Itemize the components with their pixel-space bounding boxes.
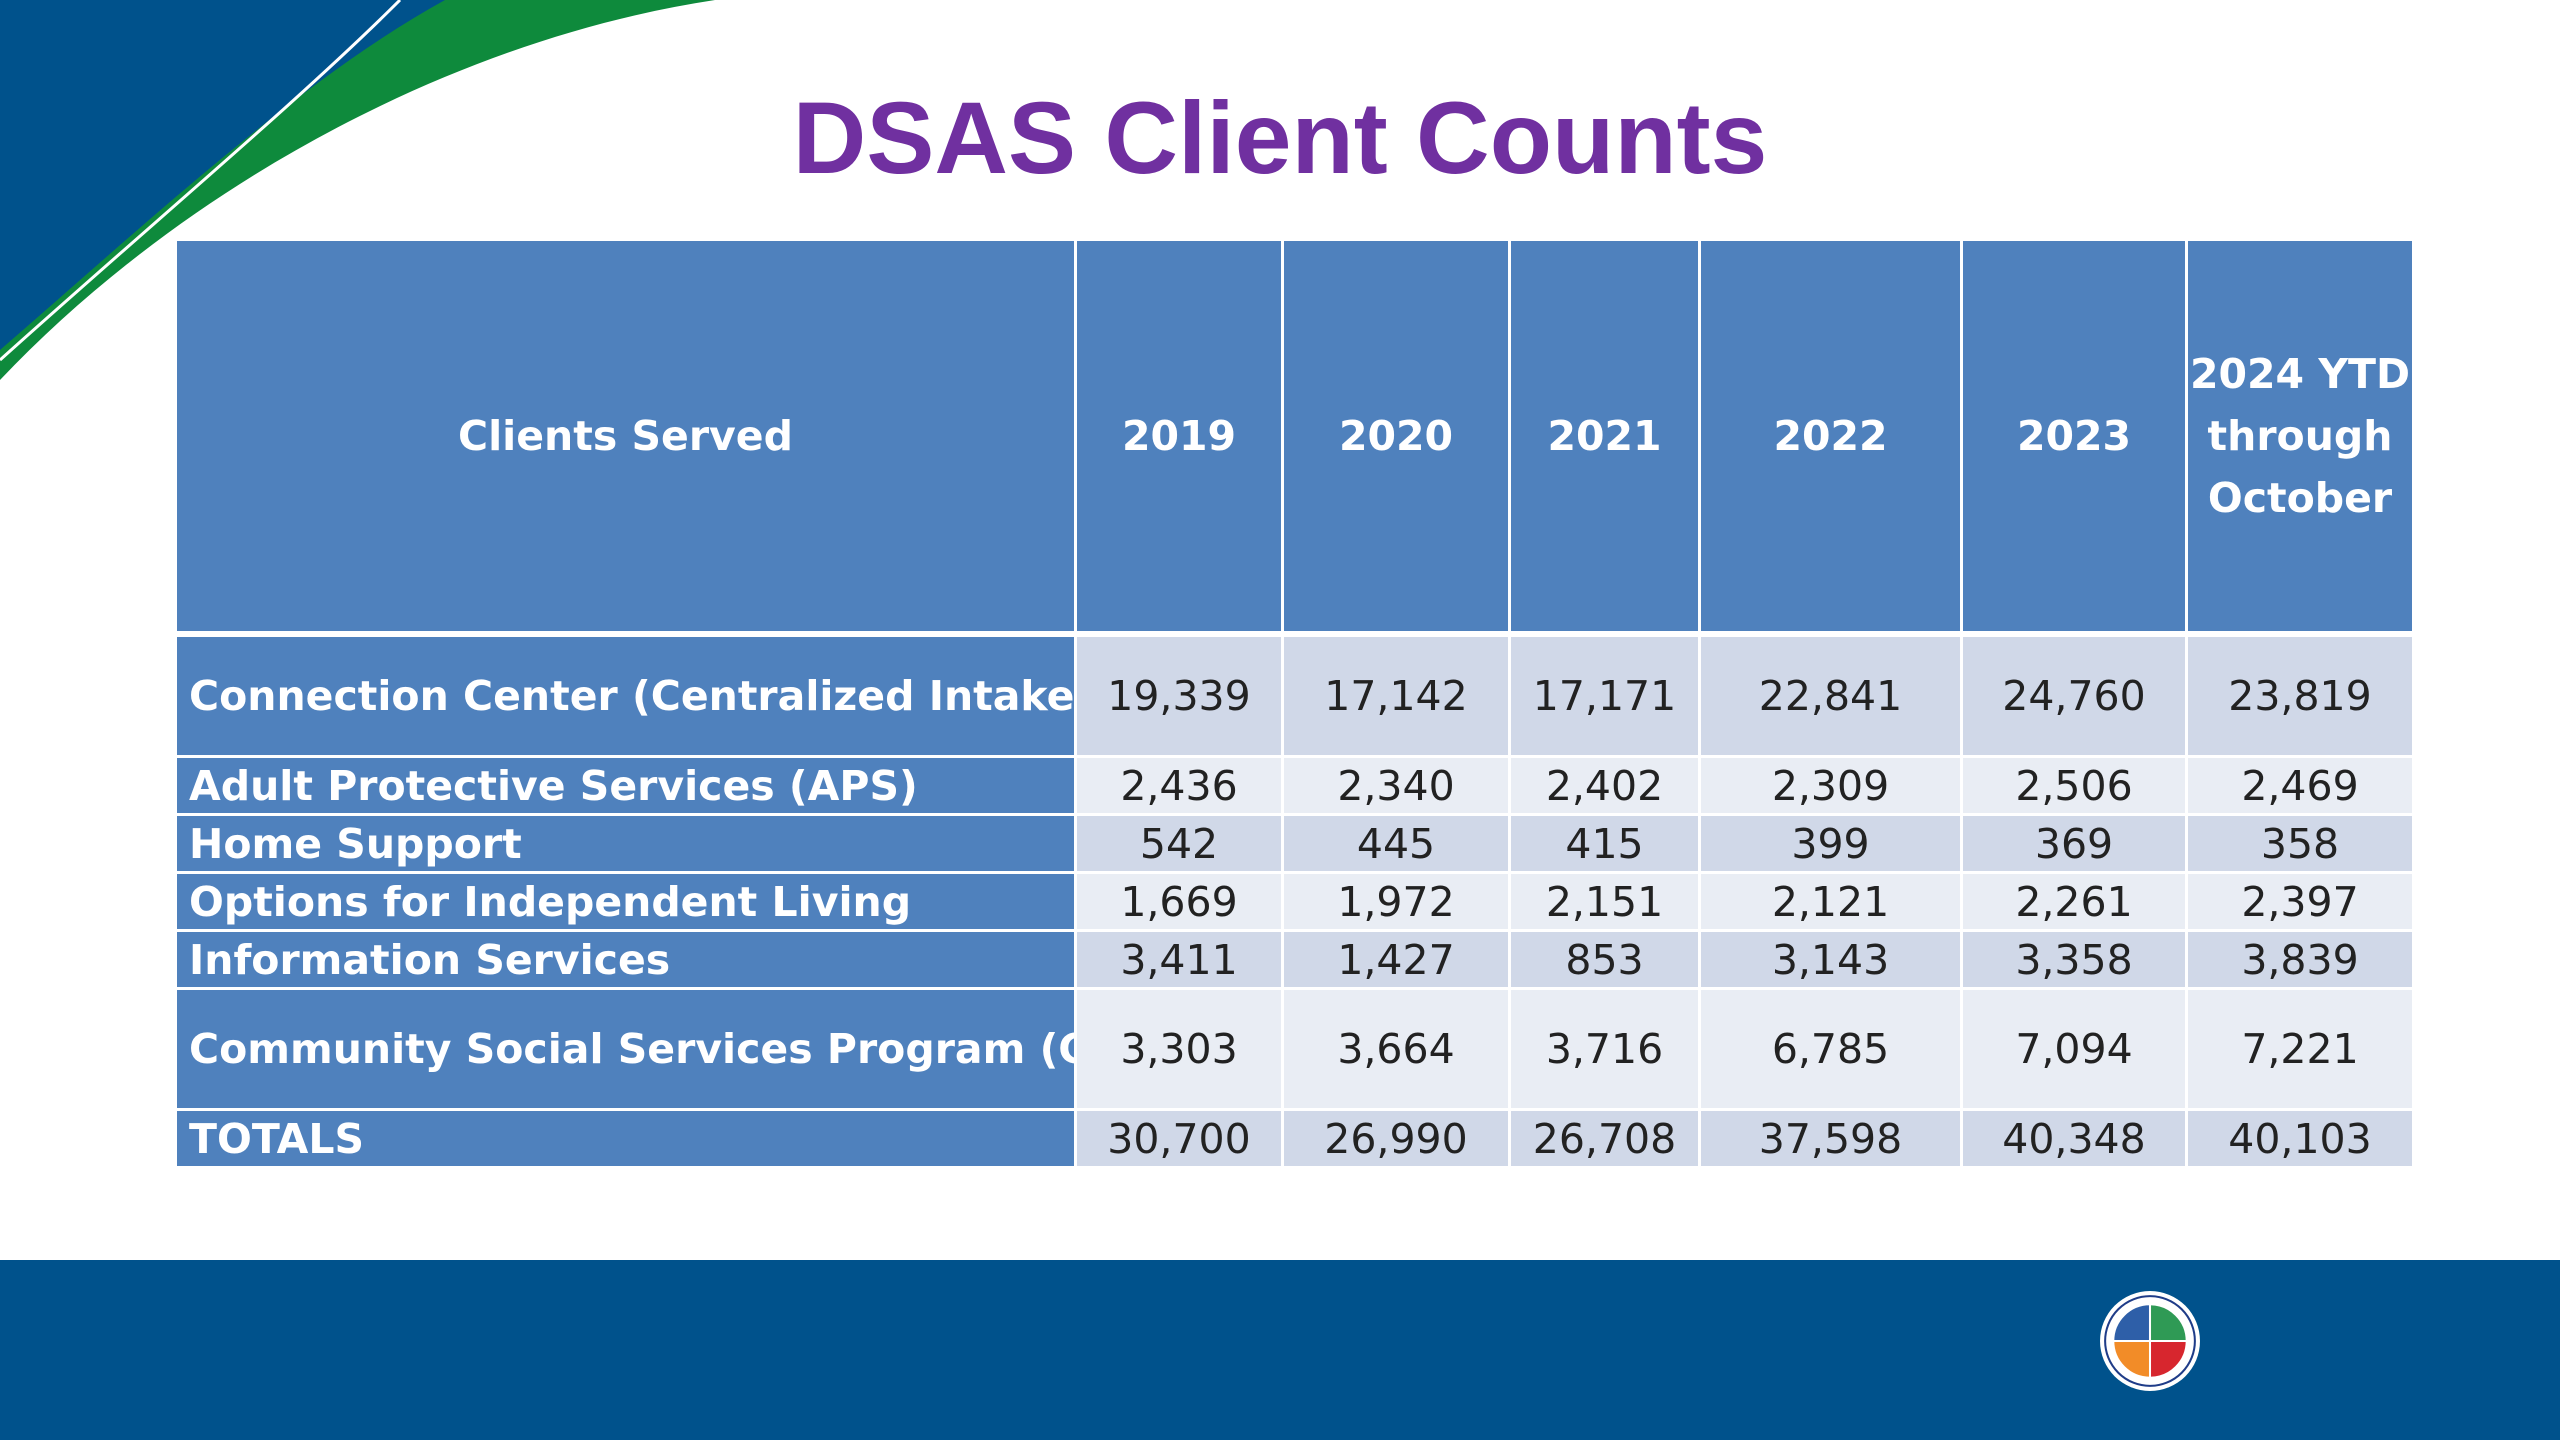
table-row: Community Social Services Program (CSSP)… (174, 987, 2415, 1111)
cell-value: 1,669 (1074, 871, 1284, 932)
cell-value: 7,221 (2185, 987, 2415, 1111)
cell-value: 37,598 (1698, 1108, 1963, 1169)
cell-value: 23,819 (2185, 632, 2415, 758)
table-row: Options for Independent Living 1,669 1,9… (174, 871, 2415, 932)
cell-value: 3,143 (1698, 929, 1963, 990)
header-year: 2021 (1508, 238, 1701, 636)
row-label: Options for Independent Living (174, 871, 1077, 932)
slide-title: DSAS Client Counts (792, 81, 1768, 195)
cell-value: 3,411 (1074, 929, 1284, 990)
row-label: Community Social Services Program (CSSP) (174, 987, 1077, 1111)
cell-value: 399 (1698, 813, 1963, 874)
cell-value: 1,972 (1281, 871, 1511, 932)
row-label: Adult Protective Services (APS) (174, 755, 1077, 816)
swoosh-navy-band (0, 0, 445, 350)
header-ytd-line: 2024 YTD (2189, 350, 2411, 398)
cell-value: 2,340 (1281, 755, 1511, 816)
cell-value: 2,309 (1698, 755, 1963, 816)
header-year: 2023 (1960, 238, 2188, 636)
row-label: Connection Center (Centralized Intake) (174, 632, 1077, 758)
cell-value: 22,841 (1698, 632, 1963, 758)
header-clients-served: Clients Served (174, 238, 1077, 636)
cell-value: 3,839 (2185, 929, 2415, 990)
cell-value: 26,708 (1508, 1108, 1701, 1169)
cell-value: 2,151 (1508, 871, 1701, 932)
header-ytd-line: through (2207, 412, 2393, 460)
cell-value: 26,990 (1281, 1108, 1511, 1169)
cell-value: 3,664 (1281, 987, 1511, 1111)
cell-value: 40,103 (2185, 1108, 2415, 1169)
cell-value: 2,436 (1074, 755, 1284, 816)
client-counts-table: Clients Served 2019 2020 2021 2022 2023 … (174, 238, 2415, 1169)
cell-value: 19,339 (1074, 632, 1284, 758)
cell-value: 2,397 (2185, 871, 2415, 932)
table-header-row: Clients Served 2019 2020 2021 2022 2023 … (174, 238, 2415, 636)
swoosh-white-line (0, 0, 402, 362)
cell-value: 3,358 (1960, 929, 2188, 990)
table-row: Connection Center (Centralized Intake) 1… (174, 632, 2415, 758)
cell-value: 369 (1960, 813, 2188, 874)
cell-value: 30,700 (1074, 1108, 1284, 1169)
cell-value: 358 (2185, 813, 2415, 874)
county-seal-icon (2100, 1291, 2200, 1391)
cell-value: 3,303 (1074, 987, 1284, 1111)
cell-value: 17,171 (1508, 632, 1701, 758)
corner-swoosh-graphic (0, 0, 715, 380)
cell-value: 40,348 (1960, 1108, 2188, 1169)
row-label-totals: TOTALS (174, 1108, 1077, 1169)
row-label: Information Services (174, 929, 1077, 990)
row-label: Home Support (174, 813, 1077, 874)
cell-value: 6,785 (1698, 987, 1963, 1111)
header-year: 2020 (1281, 238, 1511, 636)
cell-value: 2,121 (1698, 871, 1963, 932)
cell-value: 3,716 (1508, 987, 1701, 1111)
cell-value: 2,402 (1508, 755, 1701, 816)
cell-value: 2,469 (2185, 755, 2415, 816)
table-row: Home Support 542 445 415 399 369 358 (174, 813, 2415, 874)
cell-value: 2,506 (1960, 755, 2188, 816)
cell-value: 1,427 (1281, 929, 1511, 990)
cell-value: 415 (1508, 813, 1701, 874)
table-row: Adult Protective Services (APS) 2,436 2,… (174, 755, 2415, 816)
header-year: 2019 (1074, 238, 1284, 636)
header-2024-ytd: 2024 YTD through October (2185, 238, 2415, 636)
table-row-totals: TOTALS 30,700 26,990 26,708 37,598 40,34… (174, 1108, 2415, 1169)
header-year: 2022 (1698, 238, 1963, 636)
cell-value: 17,142 (1281, 632, 1511, 758)
cell-value: 7,094 (1960, 987, 2188, 1111)
cell-value: 24,760 (1960, 632, 2188, 758)
cell-value: 445 (1281, 813, 1511, 874)
table-row: Information Services 3,411 1,427 853 3,1… (174, 929, 2415, 990)
cell-value: 2,261 (1960, 871, 2188, 932)
cell-value: 542 (1074, 813, 1284, 874)
cell-value: 853 (1508, 929, 1701, 990)
header-ytd-line: October (2207, 474, 2393, 522)
